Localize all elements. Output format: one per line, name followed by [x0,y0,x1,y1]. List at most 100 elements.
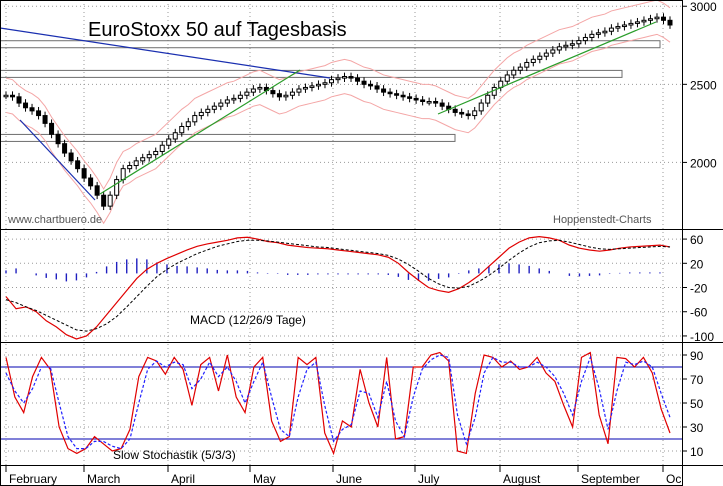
candle-body [114,179,120,196]
price-candle [641,16,647,26]
candle-body [289,91,295,96]
candle-body [550,49,556,54]
candle-body [472,110,478,117]
level-bands [0,40,661,142]
candle-body [615,26,621,29]
candle-body [543,52,549,57]
trend-line-down [0,27,331,79]
price-candle [3,91,9,100]
price-candle [10,91,16,101]
price-candle [166,135,172,150]
month-label: May [253,472,276,486]
candle-body [478,102,484,112]
stochastic-panel [0,351,682,456]
candle-body [23,102,29,109]
price-candle [315,80,321,90]
trend-line-up [99,69,301,195]
candle-body [667,19,673,26]
stoch-tick-label: 50 [690,397,704,411]
price-candle [628,19,634,29]
month-label: June [336,472,362,486]
candle-body [602,30,608,34]
macd-tick-label: -60 [690,306,708,320]
price-candle [36,106,42,120]
candle-body [218,102,224,107]
candle-body [381,88,387,93]
candle-body [140,157,146,162]
candle-body [107,194,113,207]
candle-body [433,101,439,104]
candle-body [394,93,400,96]
price-candle [211,102,217,114]
candle-body [94,185,100,196]
candle-body [62,143,68,154]
price-candle [433,97,439,107]
price-candle [146,150,152,162]
price-candle [504,71,510,86]
candle-body [192,115,198,123]
candle-body [185,121,191,127]
price-candle [328,75,334,87]
price-candle [608,24,614,36]
candle-body [628,22,634,26]
price-candle [407,92,413,103]
grid-layer [0,0,682,465]
candle-body [3,94,9,98]
price-candle [465,110,471,120]
month-label: August [503,472,541,486]
price-candle [485,91,491,107]
candle-body [621,24,627,28]
price-candle [660,13,666,25]
candle-body [660,16,666,21]
price-candle [420,96,426,106]
stoch-tick-label: 10 [690,445,704,459]
candle-body [55,133,61,145]
price-candle [387,88,393,98]
price-candle [159,141,165,156]
price-candle [192,111,198,126]
price-candle [270,86,276,98]
candle-body [328,79,334,84]
candle-body [127,165,133,170]
candle-body [407,96,413,99]
candle-body [439,102,445,107]
macd-label: MACD (12/26/9 Tage) [190,313,306,327]
price-candle [244,88,250,100]
candle-body [413,97,419,101]
candle-body [465,113,471,117]
candle-body [211,105,217,110]
credit-right: Hoppenstedt-Charts [553,214,652,226]
price-candle [29,103,35,115]
candle-body [348,76,354,79]
price-candle [81,164,87,182]
candle-body [36,110,42,117]
candle-body [250,88,256,93]
candle-body [335,77,341,81]
candle-body [101,194,107,207]
price-candle [172,128,178,143]
price-candle [133,156,139,170]
price-candle [582,33,588,45]
price-candle [602,27,608,37]
price-candle [381,85,387,97]
price-candle [218,99,224,111]
price-tick-label: 3000 [690,0,717,14]
trend-line-down [19,119,96,201]
price-candle [576,36,582,48]
candle-body [81,168,87,179]
candle-body [257,86,263,90]
candle-body [387,91,393,95]
price-candle [335,74,341,84]
price-candle [426,97,432,106]
price-candle [296,85,302,97]
candle-body [459,111,465,115]
price-candle [511,66,517,79]
candle-body [420,99,426,103]
price-candle [231,94,237,104]
stoch-tick-label: 70 [690,373,704,387]
candle-body [342,76,348,79]
price-candle [543,49,549,61]
candle-body [654,16,660,20]
price-candle [400,91,406,101]
stoch-k-line [5,351,671,456]
